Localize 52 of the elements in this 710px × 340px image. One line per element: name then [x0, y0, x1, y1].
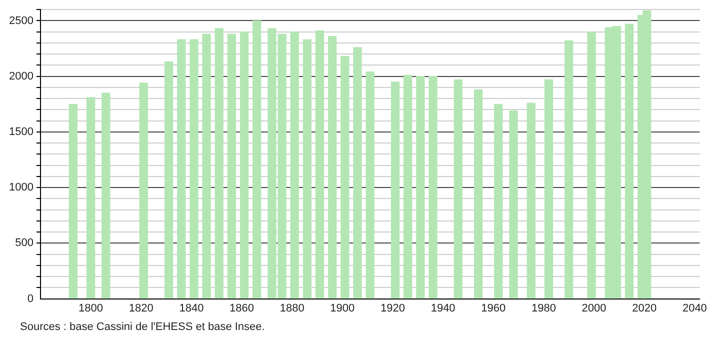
bar — [544, 79, 554, 299]
bar — [86, 97, 96, 299]
y-tick-label: 1000 — [8, 182, 34, 194]
bar — [587, 32, 596, 299]
bar — [214, 28, 224, 299]
x-tick-label: 2020 — [632, 302, 657, 314]
bar — [302, 39, 312, 299]
bar — [454, 79, 462, 299]
bar — [164, 62, 174, 299]
bar — [340, 56, 350, 299]
x-tick-label: 1920 — [380, 302, 405, 314]
bar — [428, 76, 438, 299]
x-tick-label: 1900 — [330, 302, 355, 314]
bar — [252, 20, 262, 299]
y-tick-label: 2000 — [8, 70, 34, 82]
bar — [328, 36, 337, 299]
y-tick-label: 2500 — [8, 14, 34, 27]
bar — [177, 39, 186, 299]
x-tick-label: 1860 — [230, 302, 254, 314]
bar — [68, 104, 78, 299]
x-tick-label: 1800 — [78, 302, 104, 314]
bar — [139, 82, 148, 299]
bar — [190, 39, 198, 299]
bar — [290, 32, 299, 299]
bar — [474, 89, 483, 299]
bar — [240, 32, 249, 299]
bar — [624, 24, 634, 299]
bar — [509, 110, 518, 299]
y-tick-label: 1500 — [8, 126, 34, 138]
bar — [564, 40, 574, 299]
x-tick-label: 2040 — [682, 302, 707, 314]
x-tick-label: 1820 — [128, 302, 154, 314]
bar — [315, 30, 324, 299]
y-tick-label: 500 — [15, 237, 34, 250]
x-tick-label: 1980 — [531, 302, 556, 314]
bar — [366, 72, 374, 299]
bar — [227, 34, 236, 299]
x-tick-label: 2000 — [582, 302, 606, 314]
bar — [390, 82, 400, 299]
bar — [353, 47, 362, 299]
y-tick-label: 0 — [27, 292, 34, 305]
x-tick-label: 1880 — [280, 302, 304, 314]
bar — [416, 76, 425, 299]
bar — [526, 102, 536, 299]
x-tick-label: 1840 — [179, 302, 204, 314]
bar — [102, 92, 110, 299]
source-note: Sources : base Cassini de l'EHESS et base Insee. — [20, 321, 265, 333]
x-tick-label: 1960 — [481, 302, 506, 314]
bar — [494, 104, 503, 299]
bar — [202, 34, 211, 299]
x-tick-label: 1940 — [430, 302, 456, 314]
bar — [404, 74, 412, 299]
